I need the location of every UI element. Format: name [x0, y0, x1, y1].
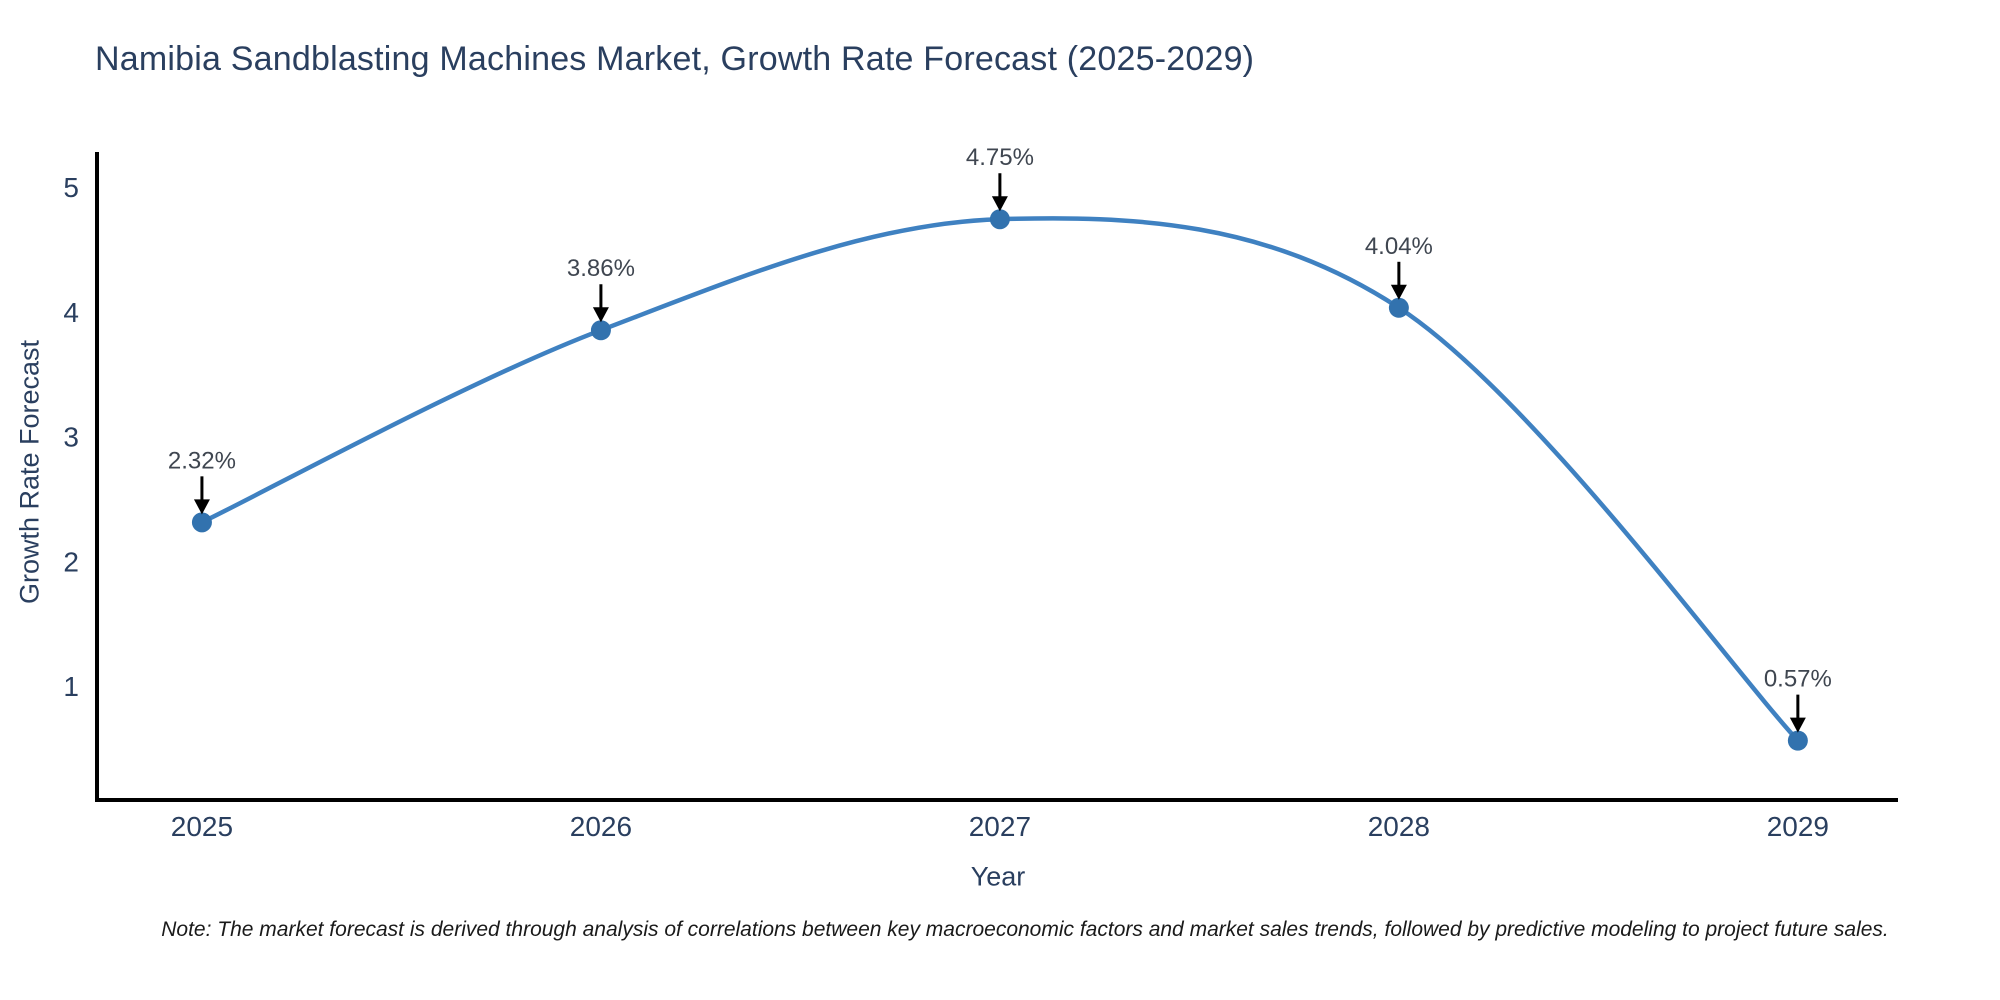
annotation-arrow-head	[592, 307, 609, 323]
y-tick-label: 3	[63, 422, 79, 453]
annotation-arrow-head	[1390, 284, 1407, 300]
annotation-arrow-head	[991, 196, 1008, 212]
y-tick-label: 5	[63, 172, 79, 203]
chart-title: Namibia Sandblasting Machines Market, Gr…	[95, 40, 1255, 78]
series-line	[199, 216, 1801, 743]
data-point-label: 4.75%	[966, 144, 1034, 171]
data-point-marker	[1787, 730, 1808, 751]
y-tick-label: 1	[63, 671, 79, 702]
data-point-label: 4.04%	[1365, 233, 1433, 260]
footnote: Note: The market forecast is derived thr…	[161, 918, 1889, 941]
x-tick-label: 2026	[570, 811, 632, 842]
data-point-label: 3.86%	[567, 255, 635, 282]
x-tick-label: 2029	[1767, 811, 1829, 842]
y-tick-label: 2	[63, 546, 79, 577]
x-axis-title: Year	[970, 861, 1026, 892]
y-axis-title: Growth Rate Forecast	[14, 339, 45, 605]
x-tick-label: 2025	[171, 811, 233, 842]
annotation-arrow-head	[1789, 717, 1806, 733]
y-tick-label: 4	[63, 297, 79, 328]
x-tick-label: 2027	[969, 811, 1031, 842]
data-point-marker	[191, 512, 212, 533]
data-point-marker	[1388, 297, 1409, 318]
annotation-arrow-head	[193, 499, 210, 515]
data-point-marker	[989, 209, 1010, 230]
data-point-label: 0.57%	[1764, 666, 1832, 693]
data-point-label: 2.32%	[168, 447, 236, 474]
data-point-marker	[590, 320, 611, 341]
x-tick-label: 2028	[1368, 811, 1430, 842]
